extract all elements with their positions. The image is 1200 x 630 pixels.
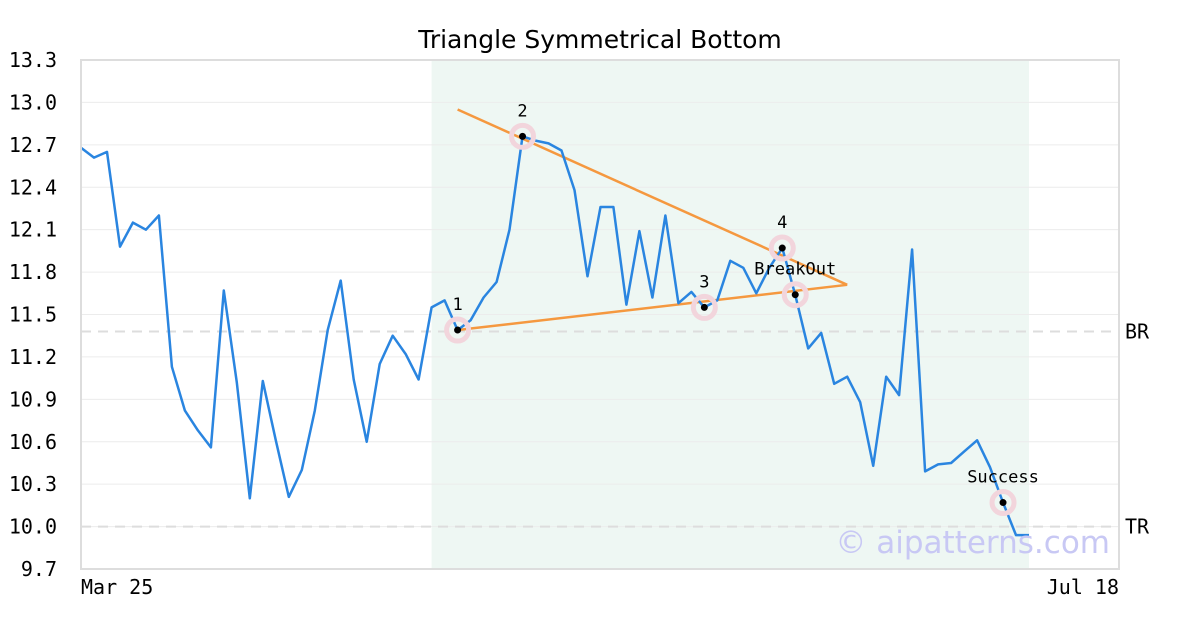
marker-halo bbox=[509, 122, 537, 150]
y-tick-label: 12.7 bbox=[9, 133, 57, 157]
chart-title: Triangle Symmetrical Bottom bbox=[417, 25, 782, 54]
y-tick-label: 11.2 bbox=[9, 345, 57, 369]
y-tick-label: 10.3 bbox=[9, 472, 57, 496]
y-tick-label: 13.3 bbox=[9, 48, 57, 72]
marker-dot bbox=[999, 499, 1007, 507]
y-tick-label: 9.7 bbox=[21, 557, 57, 581]
annotation-success: Success bbox=[967, 468, 1039, 488]
price-line-layer bbox=[80, 135, 1029, 537]
y-axis: 13.3 13.0 12.7 12.4 12.1 11.8 11.5 11.2 10.9 10.6… bbox=[9, 48, 57, 581]
y-tick-label: 11.8 bbox=[9, 260, 57, 284]
marker-dot bbox=[454, 326, 462, 334]
x-axis: Mar 25 Jul 18 bbox=[81, 575, 1119, 599]
y-tick-label: 10.0 bbox=[9, 515, 57, 539]
x-tick-label: Mar 25 bbox=[81, 575, 153, 599]
y-tick-label: 13.0 bbox=[9, 90, 57, 114]
price-line bbox=[80, 135, 1029, 537]
watermark: © aipatterns.com bbox=[835, 525, 1110, 561]
y-tick-label: 12.1 bbox=[9, 218, 57, 242]
y-tick-label: 12.4 bbox=[9, 175, 57, 199]
marker-dot bbox=[778, 244, 786, 252]
marker-halo bbox=[781, 281, 809, 309]
marker-dot bbox=[791, 291, 799, 299]
pattern-points: 1 2 3 4 BreakOut Success bbox=[444, 101, 1039, 517]
annotation-1: 1 bbox=[452, 295, 462, 315]
reference-label-br: BR bbox=[1125, 319, 1150, 343]
marker-dot bbox=[700, 303, 708, 311]
marker-halo bbox=[690, 293, 718, 321]
plot-frame bbox=[80, 59, 1120, 570]
reference-label-tr: TR bbox=[1125, 515, 1150, 539]
y-tick-label: 11.5 bbox=[9, 303, 57, 327]
marker-halo bbox=[768, 234, 796, 262]
marker-halo bbox=[444, 316, 472, 344]
marker-dot bbox=[519, 132, 527, 140]
annotation-2: 2 bbox=[517, 101, 527, 121]
x-tick-label: Jul 18 bbox=[1047, 575, 1119, 599]
y-tick-label: 10.9 bbox=[9, 387, 57, 411]
annotation-3: 3 bbox=[699, 272, 709, 292]
y-tick-label: 10.6 bbox=[9, 430, 57, 454]
annotation-breakout: BreakOut bbox=[754, 260, 836, 280]
reference-lines: BR TR bbox=[81, 319, 1150, 539]
annotation-4: 4 bbox=[777, 213, 787, 233]
marker-halo bbox=[989, 489, 1017, 517]
